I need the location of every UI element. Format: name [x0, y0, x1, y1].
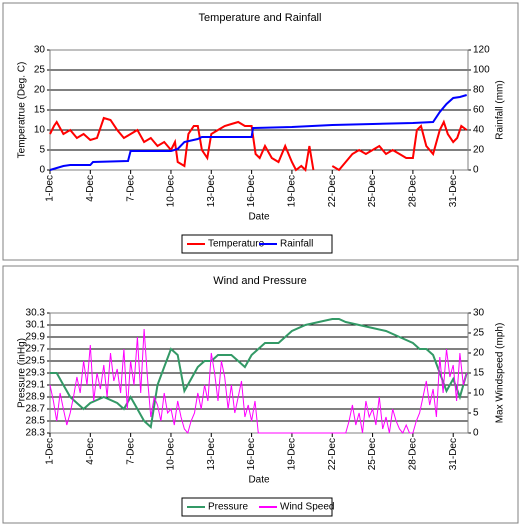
- y-tick-label: 28.7: [26, 404, 46, 415]
- x-tick-label: 1-Dec: [45, 175, 56, 202]
- x-tick-label: 25-Dec: [367, 175, 378, 207]
- y-tick-label: 29.9: [26, 332, 46, 343]
- x-tick-label: 10-Dec: [166, 438, 177, 470]
- y-tick-label: 15: [34, 105, 46, 116]
- x-axis-label: Date: [248, 212, 270, 223]
- y2-tick-label: 0: [473, 165, 479, 176]
- y-axis-label: Temperatrue (Deg. C): [17, 62, 28, 159]
- x-tick-label: 13-Dec: [206, 438, 217, 470]
- y2-tick-label: 25: [473, 328, 485, 339]
- y2-tick-label: 10: [473, 388, 485, 399]
- y-tick-label: 30.1: [26, 320, 46, 331]
- chart-title: Temperature and Rainfall: [199, 12, 322, 24]
- y-tick-label: 25: [34, 65, 46, 76]
- y-tick-label: 29.1: [26, 380, 46, 391]
- x-tick-label: 31-Dec: [448, 438, 459, 470]
- legend-label: Rainfall: [280, 239, 313, 250]
- legend: [181, 497, 333, 517]
- x-tick-label: 13-Dec: [206, 175, 217, 207]
- y2-tick-label: 15: [473, 368, 485, 379]
- y-tick-label: 28.9: [26, 392, 46, 403]
- y-tick-label: 29.3: [26, 368, 46, 379]
- x-tick-label: 4-Dec: [85, 175, 96, 202]
- legend-label: Pressure: [208, 502, 248, 513]
- x-tick-label: 16-Dec: [246, 175, 257, 207]
- y2-tick-label: 120: [473, 45, 490, 56]
- y2-tick-label: 60: [473, 105, 485, 116]
- y2-tick-label: 30: [473, 308, 485, 319]
- x-tick-label: 22-Dec: [327, 438, 338, 470]
- y2-tick-label: 5: [473, 408, 479, 419]
- plot-area: [49, 49, 469, 171]
- x-tick-label: 22-Dec: [327, 175, 338, 207]
- x-tick-label: 31-Dec: [448, 175, 459, 207]
- y-tick-label: 5: [39, 145, 45, 156]
- y2-tick-label: 20: [473, 145, 485, 156]
- x-tick-label: 4-Dec: [85, 438, 96, 465]
- x-axis-label: Date: [248, 475, 270, 486]
- y2-axis-label: Rainfall (mm): [495, 80, 506, 139]
- y2-tick-label: 40: [473, 125, 485, 136]
- chart-title: Wind and Pressure: [213, 275, 307, 287]
- y-tick-label: 20: [34, 85, 46, 96]
- y-tick-label: 30.3: [26, 308, 46, 319]
- y-tick-label: 30: [34, 45, 46, 56]
- y2-tick-label: 80: [473, 85, 485, 96]
- y-tick-label: 0: [39, 165, 45, 176]
- y-axis-label: Pressure (inHg): [17, 338, 28, 408]
- x-tick-label: 19-Dec: [287, 438, 298, 470]
- series-line: [50, 318, 468, 429]
- x-tick-label: 28-Dec: [408, 438, 419, 470]
- legend: [181, 234, 333, 254]
- y-tick-label: 29.5: [26, 356, 46, 367]
- series-line: [49, 116, 468, 173]
- x-tick-label: 1-Dec: [45, 438, 56, 465]
- x-tick-label: 25-Dec: [367, 438, 378, 470]
- x-tick-label: 16-Dec: [246, 438, 257, 470]
- legend-label: Wind Speed: [280, 502, 334, 513]
- y2-tick-label: 0: [473, 428, 479, 439]
- legend-label: Temperature: [208, 239, 265, 250]
- y2-tick-label: 100: [473, 65, 490, 76]
- y2-tick-label: 20: [473, 348, 485, 359]
- x-tick-label: 10-Dec: [166, 175, 177, 207]
- x-tick-label: 7-Dec: [125, 175, 136, 202]
- y-tick-label: 10: [34, 125, 46, 136]
- y-tick-label: 29.7: [26, 344, 46, 355]
- x-tick-label: 7-Dec: [125, 438, 136, 465]
- chart-frame: [2, 2, 519, 261]
- x-tick-label: 28-Dec: [408, 175, 419, 207]
- series-line: [49, 94, 467, 171]
- x-tick-label: 19-Dec: [287, 175, 298, 207]
- series-line: [49, 328, 468, 435]
- y-tick-label: 28.3: [26, 428, 46, 439]
- y2-axis-label: Max Windspeed (mph): [495, 323, 506, 424]
- y-tick-label: 28.5: [26, 416, 46, 427]
